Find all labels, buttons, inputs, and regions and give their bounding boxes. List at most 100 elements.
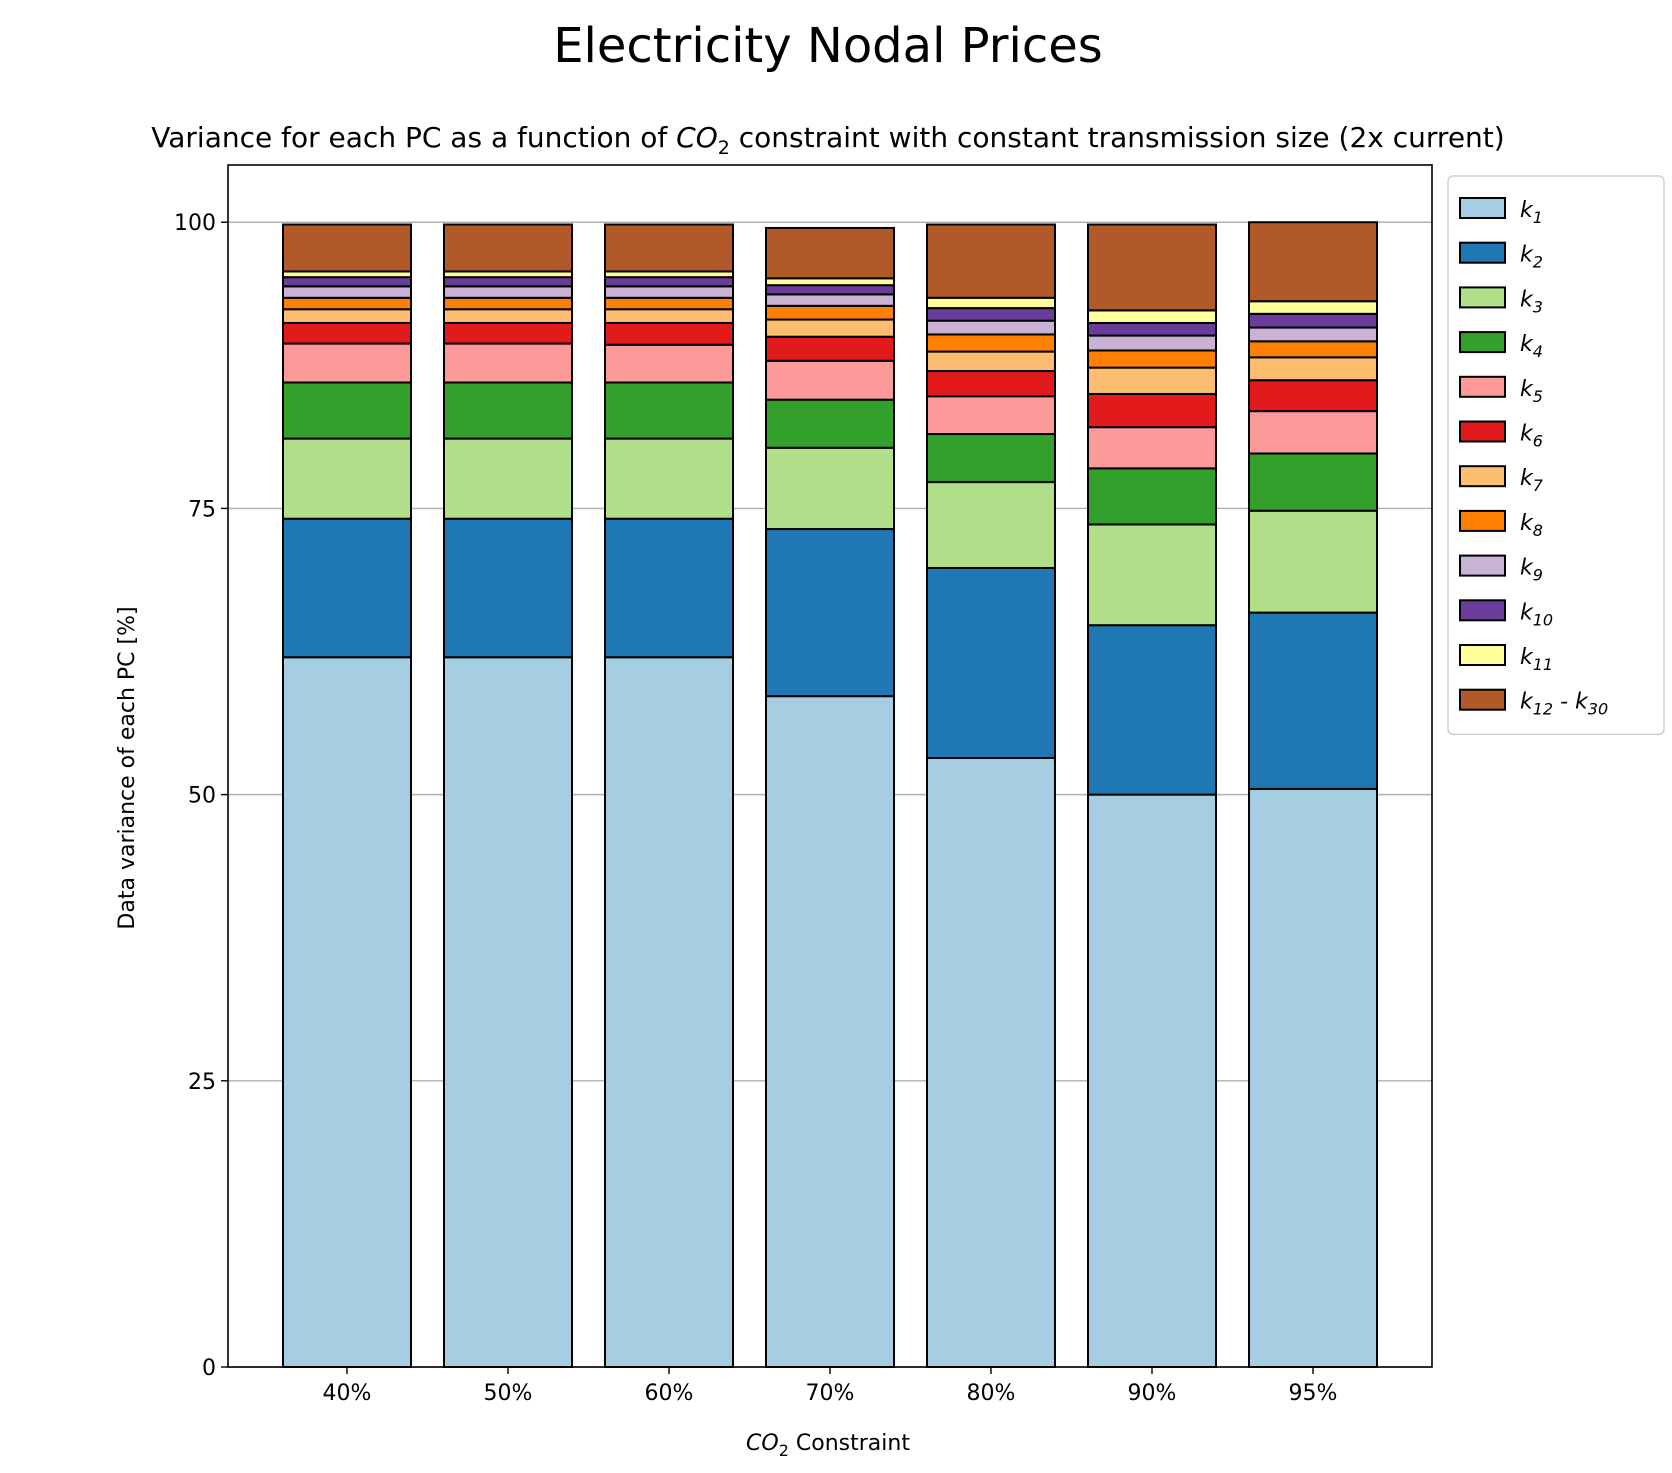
bar-segment-k2-95% [1248,611,1378,790]
bar-segment-k1-95% [1248,787,1378,1368]
bar-segment-k10-60% [604,276,734,288]
legend-swatch [1459,331,1506,354]
bar-segment-k12-50% [443,223,573,273]
bar-segment-k6-95% [1248,379,1378,413]
legend-entry-label: k10 [1520,600,1553,629]
bar-segment-k7-80% [926,350,1056,373]
bar-segment-k6-90% [1087,392,1217,429]
bar-segment-k10-70% [765,284,895,296]
bar-segment-k5-70% [765,359,895,401]
legend-entry-label: k12 - k30 [1520,690,1608,719]
bar-segment-k4-60% [604,381,734,440]
y-tick-label: 0 [202,1356,216,1381]
bar-segment-k8-50% [443,296,573,311]
legend-entry-label: k2 [1520,243,1543,272]
bar-segment-k6-80% [926,370,1056,398]
bar-segment-k9-80% [926,319,1056,336]
x-tick-label: 50% [484,1381,533,1406]
bar-segment-k12-70% [765,226,895,280]
legend-entry-label: k9 [1520,556,1543,585]
bar-segment-k3-95% [1248,509,1378,614]
bar-segment-k4-80% [926,433,1056,484]
y-axis-ticks: 0 25 50 75 100 [174,211,228,1381]
bar-segment-k5-80% [926,395,1056,436]
legend-entry-label: k5 [1520,377,1543,406]
bar-segment-k12-40% [282,223,412,273]
bar-segment-k11-80% [926,296,1056,310]
x-tick-label: 60% [645,1381,694,1406]
x-tick-label: 90% [1128,1381,1177,1406]
y-axis-label: Data variance of each PC [%] [115,606,140,929]
bar-segment-k9-50% [443,285,573,299]
bar-segment-k1-80% [926,756,1056,1368]
bar-segment-k1-60% [604,656,734,1368]
bar-segment-k8-95% [1248,340,1378,359]
bar-segment-k3-60% [604,437,734,520]
legend-swatch [1459,286,1506,309]
legend-entry-label: k3 [1520,287,1543,316]
bar-segment-k8-80% [926,333,1056,353]
bar-segment-k1-70% [765,695,895,1368]
legend-swatch [1459,509,1506,532]
bar-segment-k9-95% [1248,326,1378,343]
bar-segment-k8-40% [282,296,412,311]
bar-segment-k9-90% [1087,334,1217,352]
bar-segment-k4-95% [1248,452,1378,512]
bar-segment-k10-80% [926,307,1056,322]
legend-swatch [1459,420,1506,443]
legend-entry-label: k1 [1520,198,1543,227]
bar-segment-k12-90% [1087,223,1217,312]
x-tick-label: 80% [967,1381,1016,1406]
bar-segment-k6-60% [604,321,734,346]
bar-segment-k3-40% [282,437,412,520]
bar-segment-k7-60% [604,308,734,324]
chart-title: Variance for each PC as a function of CO… [151,121,1504,159]
bar-segment-k2-80% [926,566,1056,759]
x-tick-label: 70% [806,1381,855,1406]
legend: k1 k2 k3 k4 k5 k6 k7 k8 k9 k10 k11 k12 - k30 [1447,175,1665,736]
bar-segment-k4-70% [765,398,895,449]
chart-suptitle: Electricity Nodal Prices [553,18,1103,74]
bar-segment-k7-40% [282,308,412,324]
x-axis-label: CO2 Constraint [746,1431,910,1460]
bar-segment-k1-50% [443,656,573,1368]
y-tick-label: 25 [188,1070,216,1095]
legend-swatch [1459,554,1506,577]
bar-segment-k6-70% [765,335,895,362]
bar-segment-k5-50% [443,342,573,384]
bar-segment-k10-95% [1248,312,1378,329]
legend-entry-label: k11 [1520,645,1553,674]
bar-segment-k3-80% [926,481,1056,569]
x-tick-label: 95% [1289,1381,1338,1406]
bar-segment-k12-95% [1248,221,1378,303]
bar-segment-k5-40% [282,342,412,384]
bar-segment-k12-60% [604,223,734,273]
bar-segment-k10-40% [282,276,412,288]
bar-segment-k10-50% [443,276,573,288]
x-axis-ticks: 40% 50% 60% 70% 80% 90% 95% [323,1367,1338,1406]
bar-stacks [282,221,1378,1368]
legend-swatch [1459,688,1506,711]
legend-swatch [1459,465,1506,488]
legend-swatch [1459,241,1506,264]
bar-segment-k3-50% [443,437,573,520]
bar-segment-k9-70% [765,293,895,307]
bar-segment-k5-90% [1087,426,1217,470]
bar-segment-k10-90% [1087,321,1217,337]
bar-segment-k1-90% [1087,793,1217,1368]
bar-segment-k2-90% [1087,624,1217,796]
bar-segment-k11-90% [1087,309,1217,324]
bar-segment-k11-70% [765,277,895,287]
bar-segment-k5-60% [604,343,734,384]
bar-segment-k4-50% [443,381,573,440]
y-tick-label: 75 [188,497,216,522]
bar-segment-k8-90% [1087,349,1217,369]
x-tick-label: 40% [323,1381,372,1406]
bar-segment-k9-40% [282,285,412,299]
bar-segment-k4-90% [1087,467,1217,526]
bar-segment-k7-90% [1087,366,1217,395]
bar-segment-k4-40% [282,381,412,440]
legend-entry-label: k8 [1520,511,1543,540]
bar-segment-k12-80% [926,223,1056,299]
bar-segment-k6-40% [282,321,412,345]
